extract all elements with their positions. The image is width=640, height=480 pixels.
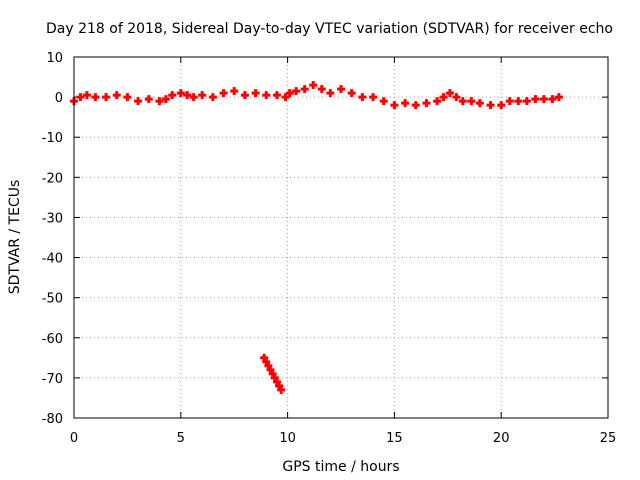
data-point xyxy=(390,101,399,110)
data-point xyxy=(486,101,495,110)
data-point xyxy=(161,95,170,104)
data-point xyxy=(183,91,192,100)
y-tick-label: -30 xyxy=(42,211,63,226)
y-tick-label: -50 xyxy=(42,292,63,307)
chart-title: Day 218 of 2018, Sidereal Day-to-day VTE… xyxy=(46,21,613,37)
data-point xyxy=(369,93,378,102)
data-point xyxy=(401,99,410,108)
data-point xyxy=(458,97,467,106)
data-point xyxy=(505,97,514,106)
data-point xyxy=(548,95,557,104)
data-point xyxy=(230,87,239,96)
data-point xyxy=(219,89,228,98)
data-point xyxy=(433,97,442,106)
y-tick-label: -60 xyxy=(42,332,63,347)
plot-frame xyxy=(73,56,609,419)
data-point xyxy=(198,91,207,100)
axis-ticks: 0 5 10 15 20 25 -80 -70 -60 -50 -40 -30 -20 -10 0 10 xyxy=(42,51,617,446)
data-point xyxy=(445,89,454,98)
data-point xyxy=(277,385,286,394)
y-tick-label: -20 xyxy=(42,171,63,186)
data-point xyxy=(300,85,309,94)
data-point xyxy=(309,81,318,90)
data-point xyxy=(411,101,420,110)
y-tick-label: 0 xyxy=(55,91,63,106)
data-point xyxy=(422,99,431,108)
data-point xyxy=(168,91,177,100)
data-point xyxy=(452,93,461,102)
y-tick-label: -80 xyxy=(42,412,63,427)
data-point xyxy=(189,93,198,102)
data-point xyxy=(379,97,388,106)
y-tick-label: 10 xyxy=(46,51,63,66)
data-point xyxy=(439,93,448,102)
data-point xyxy=(326,89,335,98)
x-tick-label: 5 xyxy=(177,431,185,446)
data-point xyxy=(176,89,185,98)
data-point xyxy=(539,95,548,104)
data-point xyxy=(531,95,540,104)
data-point xyxy=(285,89,294,98)
x-axis-label: GPS time / hours xyxy=(282,459,399,475)
data-points xyxy=(70,81,563,394)
data-point xyxy=(554,93,563,102)
x-tick-label: 10 xyxy=(279,431,296,446)
data-point xyxy=(475,99,484,108)
data-point xyxy=(134,97,143,106)
data-point xyxy=(144,95,153,104)
data-point xyxy=(91,93,100,102)
data-point xyxy=(337,85,345,94)
y-tick-label: -10 xyxy=(42,131,63,146)
data-point xyxy=(262,91,271,100)
y-axis-label: SDTVAR / TECUs xyxy=(7,180,23,295)
data-point xyxy=(76,93,85,102)
y-tick-label: -40 xyxy=(42,252,63,267)
data-point xyxy=(251,89,260,98)
data-point xyxy=(317,85,326,94)
data-point xyxy=(347,89,356,98)
data-point xyxy=(112,91,121,100)
data-point xyxy=(281,93,290,102)
data-point xyxy=(358,93,367,102)
data-point xyxy=(102,93,111,102)
data-point xyxy=(522,97,531,106)
data-point xyxy=(467,97,476,106)
data-point xyxy=(208,93,217,102)
data-point xyxy=(514,97,523,106)
y-tick-label: -70 xyxy=(42,372,63,387)
x-tick-label: 25 xyxy=(600,431,617,446)
data-point xyxy=(292,87,301,96)
data-point xyxy=(82,91,91,100)
data-point xyxy=(123,93,132,102)
x-tick-label: 0 xyxy=(70,431,78,446)
x-tick-label: 20 xyxy=(493,431,510,446)
data-point xyxy=(272,91,281,100)
data-point xyxy=(497,101,506,110)
data-point xyxy=(240,91,249,100)
data-point xyxy=(155,97,164,106)
x-tick-label: 15 xyxy=(386,431,403,446)
grid xyxy=(74,57,608,418)
